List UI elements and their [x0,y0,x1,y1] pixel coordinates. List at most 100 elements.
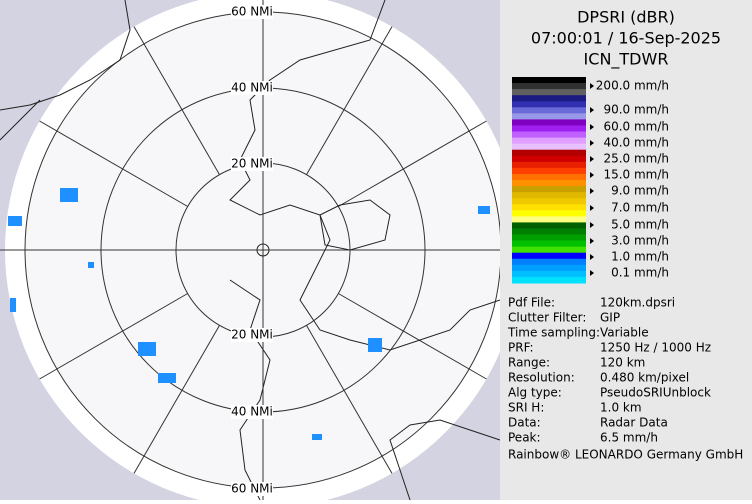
legend-pointer [590,156,594,162]
echo [158,373,176,383]
color-band [512,155,586,163]
info-key: Time sampling: [507,326,600,340]
color-band [512,258,586,266]
color-band [512,77,586,84]
echo [478,206,490,214]
echo [312,434,322,440]
info-value: Radar Data [600,416,668,430]
color-band [512,198,586,205]
echo [368,338,382,352]
echo [138,342,156,356]
azimuth-line [306,26,393,175]
legend-label: 90.0 mm/h [603,103,669,117]
color-band [512,192,586,199]
coastline [389,419,501,501]
color-band [512,216,586,223]
echo [8,216,22,226]
info-key: SRI H: [508,401,544,415]
legend-pointer [590,172,594,178]
info-key: Range: [508,356,550,370]
info-value: 120km.dpsri [600,296,675,310]
color-band [512,119,586,126]
ring-label: 20 NMi [231,157,273,171]
ring-label-bg [231,482,273,496]
info-key: Clutter Filter: [508,311,586,325]
footer: Rainbow® LEONARDO Germany GmbH [508,448,743,462]
echo [88,262,94,268]
color-band [512,95,586,102]
legend-pointer [590,238,594,244]
color-band [512,270,586,278]
color-band [512,137,586,145]
legend-pointer [590,107,594,113]
ring-label: 40 NMi [231,81,273,95]
legend-pointer [590,205,594,211]
azimuth-line [39,120,188,207]
info-key: PRF: [508,341,534,355]
info-value: PseudoSRIUnblock [600,386,711,400]
legend-label: 9.0 mm/h [611,184,669,198]
info-key: Alg type: [508,386,562,400]
ring-label-bg [231,5,273,19]
echo [10,298,16,312]
info-value: Variable [600,326,649,340]
precipitation [8,188,490,440]
color-band [512,246,586,254]
coastline [0,99,41,141]
color-band [512,173,586,181]
info-value: GIP [600,311,620,325]
info-key: Resolution: [508,371,575,385]
ring-label: 40 NMi [231,405,273,419]
legend-pointer [590,140,594,146]
legend-pointer [590,254,594,260]
legend-label: 1.0 mm/h [611,250,669,264]
legend-pointer [590,270,594,276]
site-name: ICN_TDWR [584,50,669,70]
color-band [512,107,586,114]
color-band [512,149,586,157]
info-value: 0.480 km/pixel [600,371,689,385]
product-title: DPSRI (dBR) [577,8,675,27]
island [319,199,391,251]
ring-label-bg [231,157,273,171]
info-value: 6.5 mm/h [600,431,658,445]
azimuth-line [306,325,393,474]
color-scale: 200.0 mm/h 90.0 mm/h 60.0 mm/h 40.0 mm/h 25.… [512,77,669,284]
ring-label-bg [231,81,273,95]
color-band [512,113,586,120]
ring-label: 60 NMi [231,5,273,19]
color-band [512,264,586,272]
info-value: 120 km [600,356,645,370]
color-band [512,186,586,193]
color-band [512,161,586,169]
legend-label: 60.0 mm/h [603,120,669,134]
coastline [229,279,271,501]
ring-label-bg [231,405,273,419]
color-band [512,252,586,260]
ring-label-bg [231,328,273,342]
color-band [512,125,586,133]
echo [60,188,78,202]
legend-pointer [590,83,594,89]
legend-label: 25.0 mm/h [603,152,669,166]
info-key: Peak: [508,431,541,445]
color-band [512,276,586,284]
azimuth-line [133,325,220,474]
legend-label: 15.0 mm/h [603,168,669,182]
azimuth-line [338,293,487,380]
legend-label: 40.0 mm/h [603,136,669,150]
ring-label: 60 NMi [231,482,273,496]
color-band [512,234,586,242]
color-band [512,131,586,139]
info-key: Data: [508,416,541,430]
info-value: 1.0 km [600,401,642,415]
azimuth-line [338,120,487,207]
color-band [512,101,586,108]
legend-pointer [590,222,594,228]
timestamp: 07:00:01 / 16-Sep-2025 [531,29,721,48]
legend-label: 3.0 mm/h [611,234,669,248]
color-band [512,240,586,248]
legend-label: 5.0 mm/h [611,218,669,232]
color-band [512,222,586,229]
